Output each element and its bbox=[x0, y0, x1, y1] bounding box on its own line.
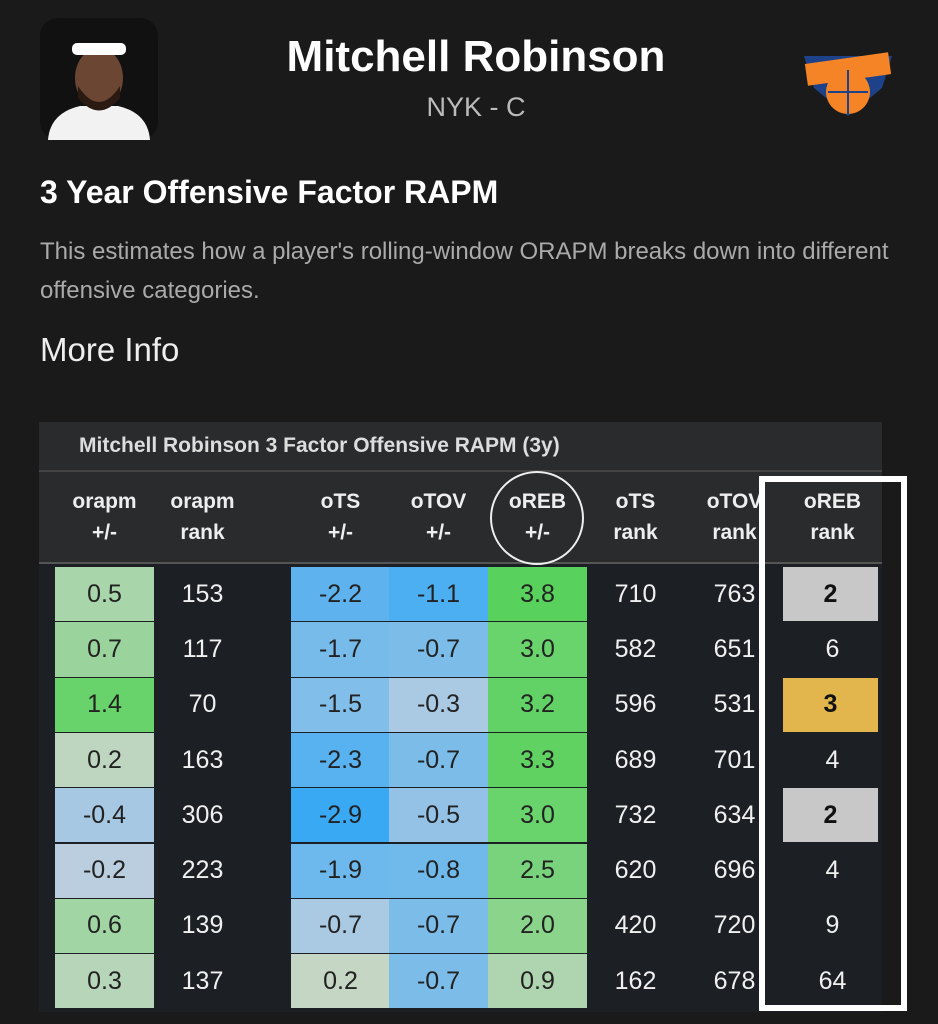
header-line: oTS bbox=[320, 490, 361, 513]
table-cell: -1.1 bbox=[389, 567, 488, 622]
section-description: This estimates how a player's rolling-wi… bbox=[40, 238, 889, 304]
table-cell: 137 bbox=[181, 966, 224, 995]
header-line: rank bbox=[712, 521, 757, 544]
header-line: +/- bbox=[91, 521, 118, 544]
header-line: rank bbox=[613, 521, 658, 544]
player-subtitle: NYK - C bbox=[426, 92, 526, 122]
column-header: orapm rank bbox=[153, 486, 252, 548]
table-cell: 163 bbox=[181, 745, 224, 774]
table-cell: -2.3 bbox=[291, 732, 390, 788]
table-cell: 0.7 bbox=[55, 622, 154, 677]
table-cell: -0.7 bbox=[389, 622, 488, 677]
table-cell: 651 bbox=[713, 634, 756, 663]
table-cell: 634 bbox=[713, 800, 756, 829]
table-cell: 2.5 bbox=[488, 843, 587, 898]
header-line: rank bbox=[810, 521, 855, 544]
player-name: Mitchell Robinson bbox=[286, 32, 666, 81]
table-cell: -1.9 bbox=[291, 843, 390, 898]
table-cell: 689 bbox=[614, 745, 657, 774]
table-cell: 0.3 bbox=[55, 954, 154, 1009]
table-cell: 420 bbox=[614, 911, 657, 940]
table-cell: 531 bbox=[713, 690, 756, 719]
table-cell: 3.8 bbox=[488, 567, 587, 622]
header-line: oTS bbox=[615, 490, 656, 513]
table-cell: 4 bbox=[825, 745, 840, 774]
table-cell: 117 bbox=[182, 634, 223, 663]
header-line: oREB bbox=[803, 490, 862, 513]
table-cell: -0.3 bbox=[389, 677, 488, 732]
table-cell: -2.9 bbox=[291, 788, 390, 843]
table-cell: -0.4 bbox=[55, 788, 154, 843]
table-cell: 139 bbox=[181, 911, 224, 940]
table-cell: -0.7 bbox=[389, 898, 488, 954]
table-cell: 223 bbox=[181, 856, 224, 885]
header-line: oTOV bbox=[410, 490, 467, 513]
column-header: oTOV +/- bbox=[389, 486, 488, 548]
table-cell: 0.6 bbox=[55, 898, 154, 954]
table-cell: 0.5 bbox=[55, 567, 154, 622]
section-title: 3 Year Offensive Factor RAPM bbox=[40, 174, 499, 210]
header-line: orapm bbox=[170, 490, 235, 513]
table-cell: 1.4 bbox=[55, 677, 154, 732]
header-line: oTOV bbox=[706, 490, 763, 513]
table-cell: -0.7 bbox=[389, 732, 488, 788]
table-cell: 582 bbox=[614, 634, 657, 663]
table-cell: 0.2 bbox=[55, 732, 154, 788]
table-cell: 0.9 bbox=[488, 954, 587, 1009]
table-cell: 3.3 bbox=[488, 732, 587, 788]
table-cell: 3 bbox=[783, 677, 878, 732]
header-line: oREB bbox=[508, 490, 567, 513]
column-header: orapm +/- bbox=[55, 486, 154, 548]
column-header: oTS rank bbox=[586, 486, 685, 548]
table-cell: -0.2 bbox=[55, 843, 154, 898]
table-cell: -0.7 bbox=[389, 954, 488, 1009]
column-header: oREB rank bbox=[783, 486, 882, 548]
table-cell: 64 bbox=[818, 966, 847, 995]
table-cell: 6 bbox=[825, 634, 840, 663]
table-title: Mitchell Robinson 3 Factor Offensive RAP… bbox=[79, 434, 560, 457]
header-line: orapm bbox=[72, 490, 137, 513]
table-cell: 710 bbox=[614, 579, 657, 608]
table-cell: 70 bbox=[188, 690, 217, 719]
table-cell: 162 bbox=[614, 966, 657, 995]
table-cell: -0.5 bbox=[389, 788, 488, 843]
table-cell: 732 bbox=[614, 800, 657, 829]
column-header: oREB +/- bbox=[488, 486, 587, 548]
table-cell: 3.0 bbox=[488, 622, 587, 677]
table-cell: 696 bbox=[713, 856, 756, 885]
header-line: +/- bbox=[425, 521, 452, 544]
table-cell: 9 bbox=[825, 911, 840, 940]
more-info-link[interactable]: More Info bbox=[40, 331, 180, 368]
header-line: +/- bbox=[327, 521, 354, 544]
table-cell: 596 bbox=[614, 690, 657, 719]
header-line: +/- bbox=[524, 521, 551, 544]
table-cell: -0.8 bbox=[389, 843, 488, 898]
team-logo bbox=[804, 52, 892, 116]
table-cell: 3.2 bbox=[488, 677, 587, 732]
table-cell: 720 bbox=[713, 911, 756, 940]
header-line: rank bbox=[180, 521, 225, 544]
table-cell: -2.2 bbox=[291, 567, 390, 622]
column-header: oTOV rank bbox=[685, 486, 784, 548]
table-cell: 2 bbox=[783, 567, 878, 622]
table-cell: 0.2 bbox=[291, 954, 390, 1009]
table-cell: -1.7 bbox=[291, 622, 390, 677]
table-cell: 620 bbox=[614, 856, 657, 885]
player-avatar bbox=[40, 18, 158, 140]
table-cell: 678 bbox=[713, 966, 756, 995]
table-cell: 2.0 bbox=[488, 898, 587, 954]
table-cell: -0.7 bbox=[291, 898, 390, 954]
table-cell: 306 bbox=[181, 800, 224, 829]
table-cell: 2 bbox=[783, 788, 878, 843]
column-header: oTS +/- bbox=[291, 486, 390, 548]
table-cell: 4 bbox=[825, 856, 840, 885]
table-cell: 3.0 bbox=[488, 788, 587, 843]
table-cell: 153 bbox=[181, 579, 224, 608]
table-cell: 701 bbox=[713, 745, 756, 774]
table-cell: 763 bbox=[713, 579, 756, 608]
table-cell: -1.5 bbox=[291, 677, 390, 732]
